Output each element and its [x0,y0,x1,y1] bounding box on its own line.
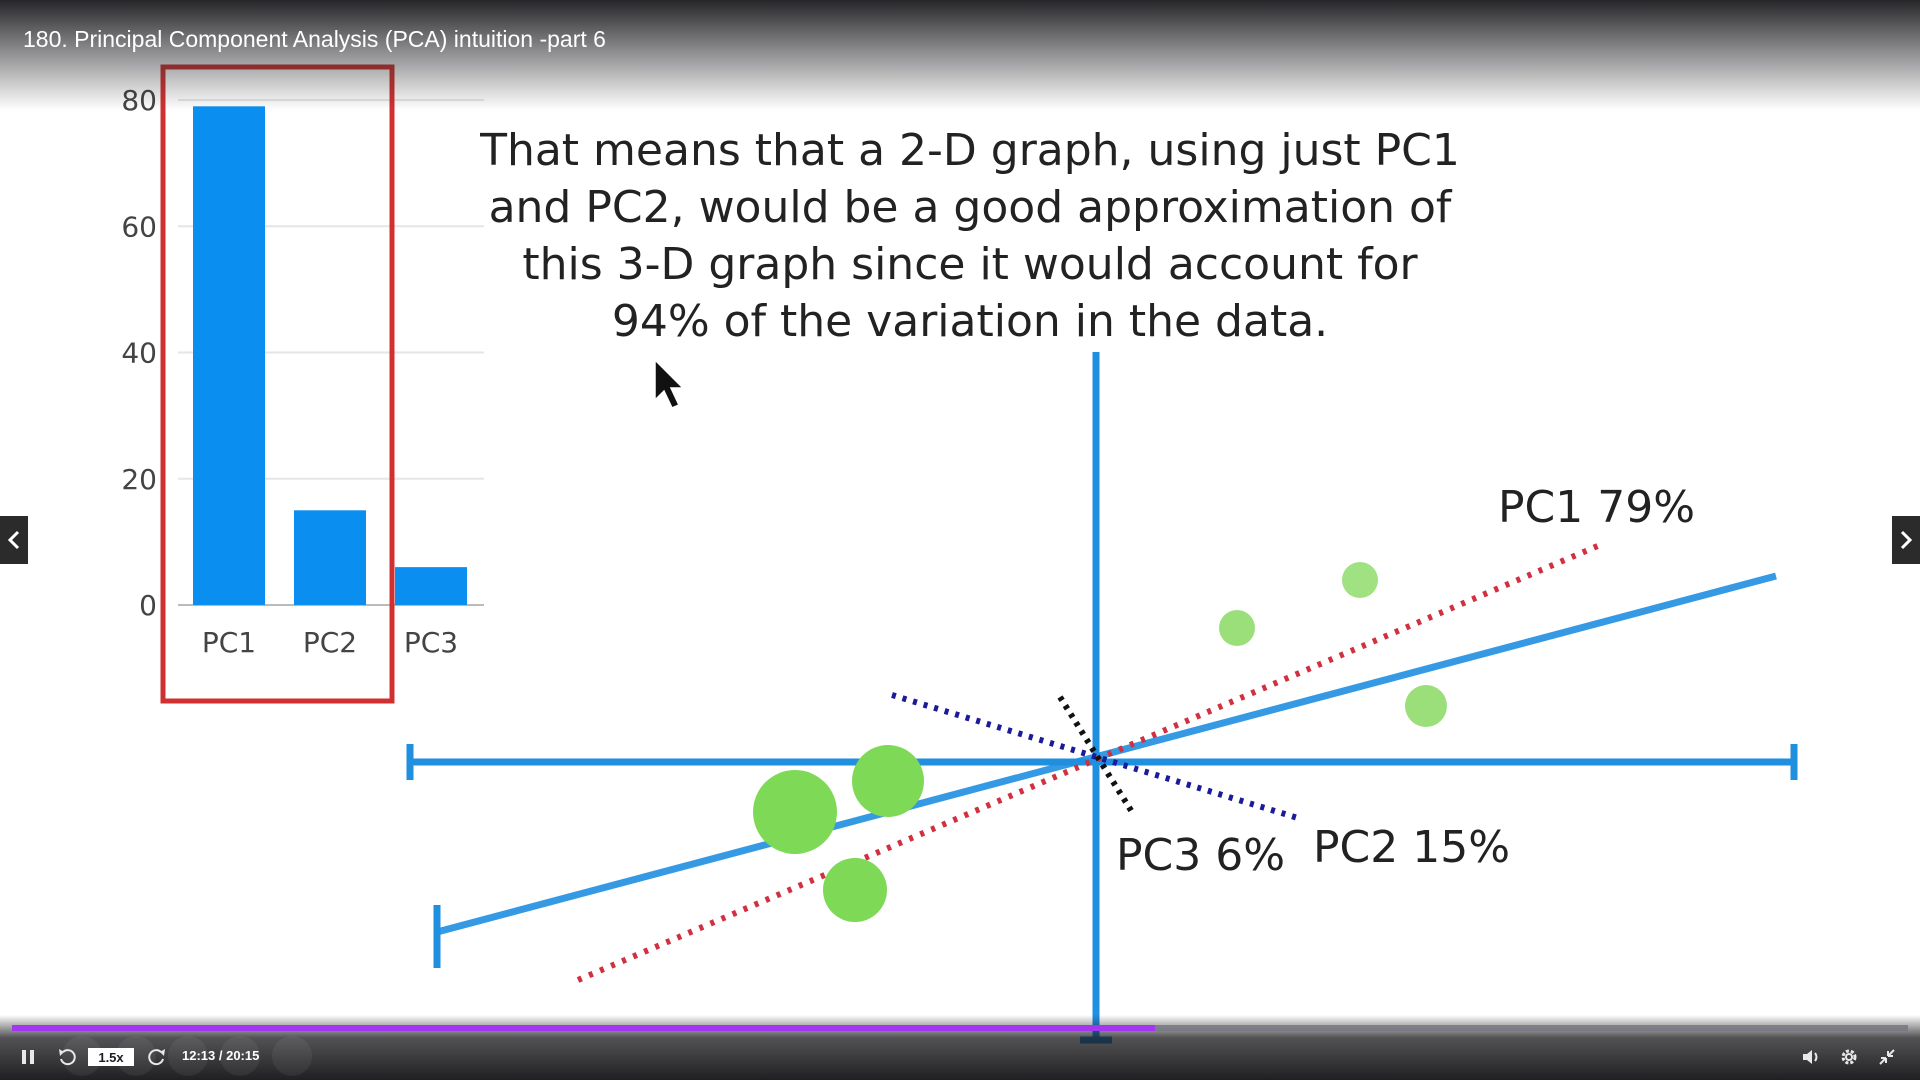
caption-line: 94% of the variation in the data. [611,296,1329,347]
pc1-label: PC1 79% [1498,482,1695,533]
bar-pc1 [193,106,265,605]
ghost-button [272,1036,312,1076]
graph-3d: PC1 79% PC2 15% PC3 6% [406,352,1798,1044]
x-tick-label: PC3 [404,626,458,659]
exit-fullscreen-button[interactable] [1874,1045,1900,1069]
bar-pc2 [294,510,366,605]
previous-lecture-button[interactable] [0,516,28,564]
data-point [823,858,887,922]
rewind-button[interactable] [54,1045,80,1069]
y-tick-label: 20 [121,463,157,496]
data-point [1342,562,1378,598]
data-point [753,770,837,854]
y-tick-label: 60 [121,210,157,243]
depth-axis [436,572,1777,936]
pc3-label: PC3 6% [1116,830,1285,881]
caption-line: and PC2, would be a good approximation o… [488,182,1452,233]
bar-pc3 [395,567,467,605]
data-point [1405,685,1447,727]
volume-icon [1803,1050,1818,1064]
caption-line: That means that a 2-D graph, using just … [480,125,1460,176]
progress-bar[interactable] [12,1025,1908,1031]
slide-caption: That means that a 2-D graph, using just … [470,122,1470,350]
chevron-right-icon [1900,530,1913,550]
ghost-button [220,1036,260,1076]
settings-button[interactable] [1836,1045,1862,1069]
x-tick-label: PC2 [303,626,357,659]
pause-button[interactable] [16,1045,40,1069]
video-title: 180. Principal Component Analysis (PCA) … [23,26,606,52]
settings-icon [1841,1049,1857,1065]
exit-fullscreen-icon [1879,1049,1895,1065]
volume-button[interactable] [1798,1045,1824,1069]
forward-button[interactable] [144,1045,170,1069]
y-tick-label: 0 [139,589,157,622]
pc1-line [576,542,1602,983]
time-readout: 12:13 / 20:15 [182,1048,260,1063]
playback-speed-button[interactable]: 1.5x [88,1048,134,1066]
mouse-cursor-icon [654,358,685,409]
pc2-line [891,692,1299,821]
rewind-icon [59,1049,76,1066]
title-overlay: 180. Principal Component Analysis (PCA) … [0,0,1920,110]
caption-line: this 3-D graph since it would account fo… [522,239,1418,290]
pause-icon [22,1050,34,1064]
chevron-left-icon [7,530,20,550]
y-tick-label: 40 [121,337,157,370]
pc3-line [1057,695,1135,814]
data-point [852,745,924,817]
pc2-label: PC2 15% [1313,822,1510,873]
forward-icon [148,1049,165,1066]
x-tick-label: PC1 [202,626,256,659]
data-point [1219,610,1255,646]
ghost-button [168,1036,208,1076]
scree-bar-chart: 020406080PC1PC2PC3 [121,64,484,704]
next-lecture-button[interactable] [1892,516,1920,564]
progress-fill [12,1025,1156,1031]
